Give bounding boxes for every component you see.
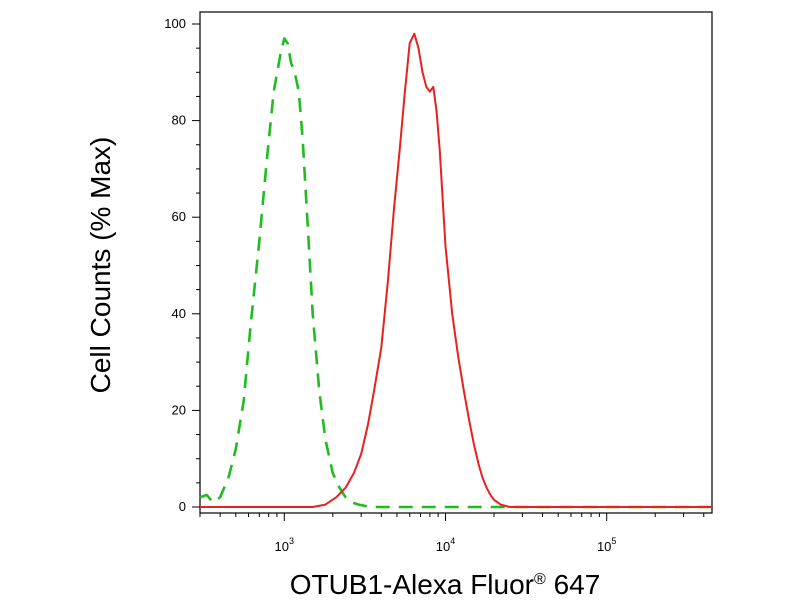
y-tick-label: 0 bbox=[179, 499, 186, 514]
x-tick-label: 104 bbox=[436, 536, 455, 554]
x-axis-title-registered-mark: ® bbox=[534, 571, 546, 588]
x-tick-label: 103 bbox=[275, 536, 294, 554]
sample-histogram-line bbox=[200, 32, 712, 508]
y-tick-label: 100 bbox=[164, 16, 186, 31]
y-tick-label: 80 bbox=[172, 113, 186, 128]
x-axis-title-main: OTUB1-Alexa Fluor bbox=[290, 569, 534, 600]
y-tick-label: 20 bbox=[172, 402, 186, 417]
y-tick-label: 40 bbox=[172, 306, 186, 321]
x-axis-title: OTUB1-Alexa Fluor® 647 bbox=[290, 569, 601, 600]
plot-border bbox=[199, 11, 713, 514]
y-tick-label: 60 bbox=[172, 209, 186, 224]
control-histogram-line bbox=[199, 37, 712, 509]
x-axis: 103 104 105 bbox=[199, 513, 705, 554]
series-layer bbox=[199, 32, 712, 509]
y-axis-title: Cell Counts (% Max) bbox=[85, 137, 116, 394]
plot-frame bbox=[199, 11, 713, 514]
y-axis: 0 20 40 60 80 100 bbox=[164, 16, 200, 514]
x-tick-label: 105 bbox=[597, 536, 616, 554]
x-axis-title-suffix: 647 bbox=[546, 569, 601, 600]
